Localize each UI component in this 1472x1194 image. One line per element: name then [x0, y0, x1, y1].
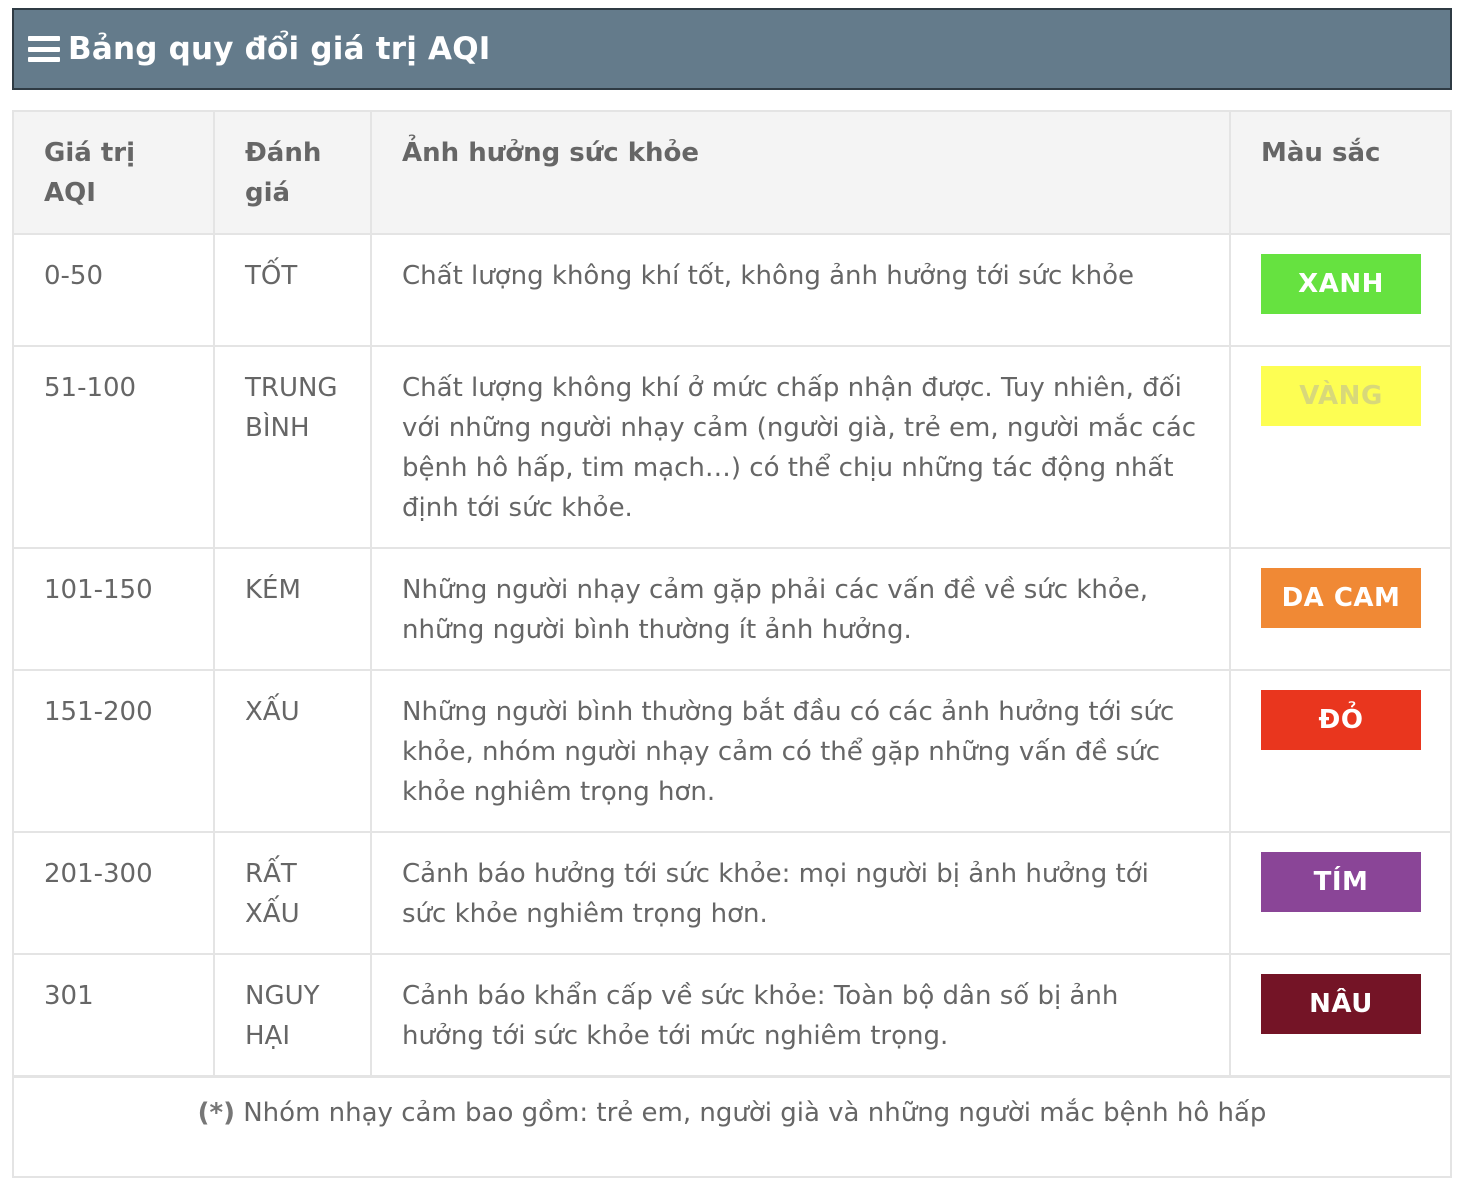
aqi-rating: TỐT	[213, 233, 372, 347]
health-effect: Chất lượng không khí tốt, không ảnh hưởn…	[370, 233, 1231, 347]
aqi-range: 51-100	[14, 345, 215, 549]
aqi-rating: TRUNG BÌNH	[213, 345, 372, 549]
footnote: (*) Nhóm nhạy cảm bao gồm: trẻ em, người…	[14, 1076, 1450, 1178]
table-row: 151-200 XẤU Những người bình thường bắt …	[14, 669, 1450, 833]
table-header-row: Giá trị AQI Đánh giá Ảnh hưởng sức khỏe …	[14, 112, 1450, 235]
aqi-range: 101-150	[14, 547, 215, 671]
aqi-rating: XẤU	[213, 669, 372, 833]
footnote-text: Nhóm nhạy cảm bao gồm: trẻ em, người già…	[234, 1098, 1267, 1128]
aqi-rating: NGUY HẠI	[213, 953, 372, 1077]
color-badge: TÍM	[1261, 852, 1421, 912]
column-header-rating: Đánh giá	[213, 112, 372, 235]
column-header-effect: Ảnh hưởng sức khỏe	[370, 112, 1231, 235]
color-badge: XANH	[1261, 254, 1421, 314]
color-cell: VÀNG	[1229, 345, 1450, 549]
color-cell: DA CAM	[1229, 547, 1450, 671]
color-badge: VÀNG	[1261, 366, 1421, 426]
health-effect: Những người bình thường bắt đầu có các ả…	[370, 669, 1231, 833]
table-row: 301 NGUY HẠI Cảnh báo khẩn cấp về sức kh…	[14, 953, 1450, 1077]
health-effect: Cảnh báo hưởng tới sức khỏe: mọi người b…	[370, 831, 1231, 955]
aqi-range: 201-300	[14, 831, 215, 955]
table-row: 201-300 RẤT XẤU Cảnh báo hưởng tới sức k…	[14, 831, 1450, 955]
footnote-marker: (*)	[197, 1098, 235, 1128]
color-cell: XANH	[1229, 233, 1450, 347]
aqi-rating: KÉM	[213, 547, 372, 671]
color-cell: ĐỎ	[1229, 669, 1450, 833]
table-header-bar: Bảng quy đổi giá trị AQI	[12, 8, 1452, 90]
aqi-range: 151-200	[14, 669, 215, 833]
color-badge: NÂU	[1261, 974, 1421, 1034]
aqi-table-container: Giá trị AQI Đánh giá Ảnh hưởng sức khỏe …	[12, 110, 1452, 1178]
column-header-color: Màu sắc	[1229, 112, 1450, 235]
column-header-aqi: Giá trị AQI	[14, 112, 215, 235]
health-effect: Chất lượng không khí ở mức chấp nhận đượ…	[370, 345, 1231, 549]
table-row: 51-100 TRUNG BÌNH Chất lượng không khí ở…	[14, 345, 1450, 549]
health-effect: Những người nhạy cảm gặp phải các vấn đề…	[370, 547, 1231, 671]
color-badge: DA CAM	[1261, 568, 1421, 628]
aqi-range: 0-50	[14, 233, 215, 347]
aqi-rating: RẤT XẤU	[213, 831, 372, 955]
page-title: Bảng quy đổi giá trị AQI	[68, 31, 491, 67]
table-row: 101-150 KÉM Những người nhạy cảm gặp phả…	[14, 547, 1450, 671]
menu-icon[interactable]	[28, 36, 60, 62]
table-row: 0-50 TỐT Chất lượng không khí tốt, không…	[14, 233, 1450, 347]
aqi-table: Giá trị AQI Đánh giá Ảnh hưởng sức khỏe …	[14, 112, 1450, 1077]
health-effect: Cảnh báo khẩn cấp về sức khỏe: Toàn bộ d…	[370, 953, 1231, 1077]
color-cell: TÍM	[1229, 831, 1450, 955]
aqi-range: 301	[14, 953, 215, 1077]
color-badge: ĐỎ	[1261, 690, 1421, 750]
color-cell: NÂU	[1229, 953, 1450, 1077]
